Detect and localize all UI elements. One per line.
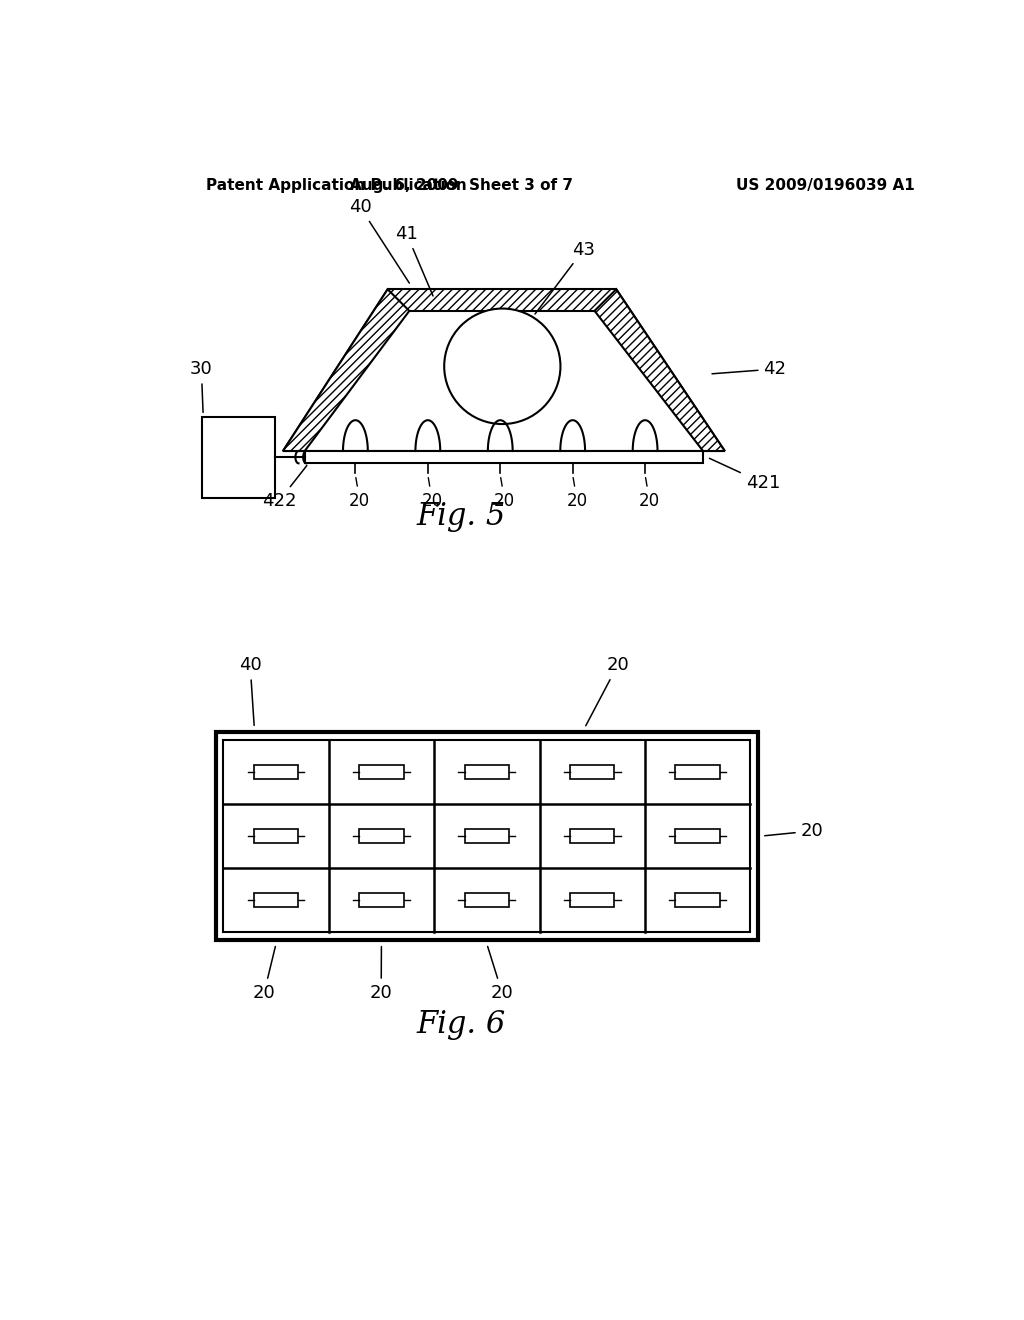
- Text: 20: 20: [349, 478, 371, 510]
- Ellipse shape: [444, 309, 560, 424]
- Bar: [202, 417, 275, 498]
- Bar: [676, 764, 720, 779]
- Bar: [223, 739, 751, 932]
- Bar: [465, 764, 509, 779]
- Text: Fig. 6: Fig. 6: [417, 1010, 506, 1040]
- Text: 40: 40: [239, 656, 261, 726]
- Bar: [359, 894, 403, 907]
- Text: 20: 20: [566, 478, 588, 510]
- Bar: [676, 829, 720, 843]
- Text: 20: 20: [765, 822, 823, 840]
- Text: Patent Application Publication: Patent Application Publication: [206, 178, 466, 193]
- Text: 20: 20: [253, 946, 275, 1002]
- Text: 20: 20: [494, 478, 515, 510]
- Bar: [570, 894, 614, 907]
- Text: 20: 20: [639, 478, 660, 510]
- Bar: [465, 829, 509, 843]
- Bar: [359, 764, 403, 779]
- Text: 20: 20: [370, 946, 392, 1002]
- Text: 42: 42: [712, 360, 786, 378]
- Bar: [305, 451, 703, 463]
- Text: 41: 41: [395, 226, 433, 296]
- Text: 20: 20: [487, 946, 513, 1002]
- Bar: [216, 733, 758, 940]
- Text: 421: 421: [710, 458, 780, 492]
- Text: 20: 20: [422, 478, 442, 510]
- Bar: [465, 894, 509, 907]
- Text: 30: 30: [190, 360, 213, 412]
- Bar: [254, 829, 298, 843]
- Bar: [570, 764, 614, 779]
- Text: Fig. 5: Fig. 5: [417, 502, 506, 532]
- Text: US 2009/0196039 A1: US 2009/0196039 A1: [736, 178, 914, 193]
- Polygon shape: [595, 289, 725, 451]
- Text: 422: 422: [262, 466, 307, 510]
- Bar: [254, 764, 298, 779]
- Bar: [254, 894, 298, 907]
- Bar: [676, 894, 720, 907]
- Polygon shape: [388, 289, 616, 312]
- Text: 40: 40: [349, 198, 410, 282]
- Text: Aug. 6, 2009  Sheet 3 of 7: Aug. 6, 2009 Sheet 3 of 7: [350, 178, 572, 193]
- Bar: [570, 829, 614, 843]
- Text: 20: 20: [586, 656, 629, 726]
- Text: 43: 43: [535, 240, 595, 314]
- Bar: [359, 829, 403, 843]
- Polygon shape: [283, 289, 725, 451]
- Polygon shape: [283, 289, 410, 451]
